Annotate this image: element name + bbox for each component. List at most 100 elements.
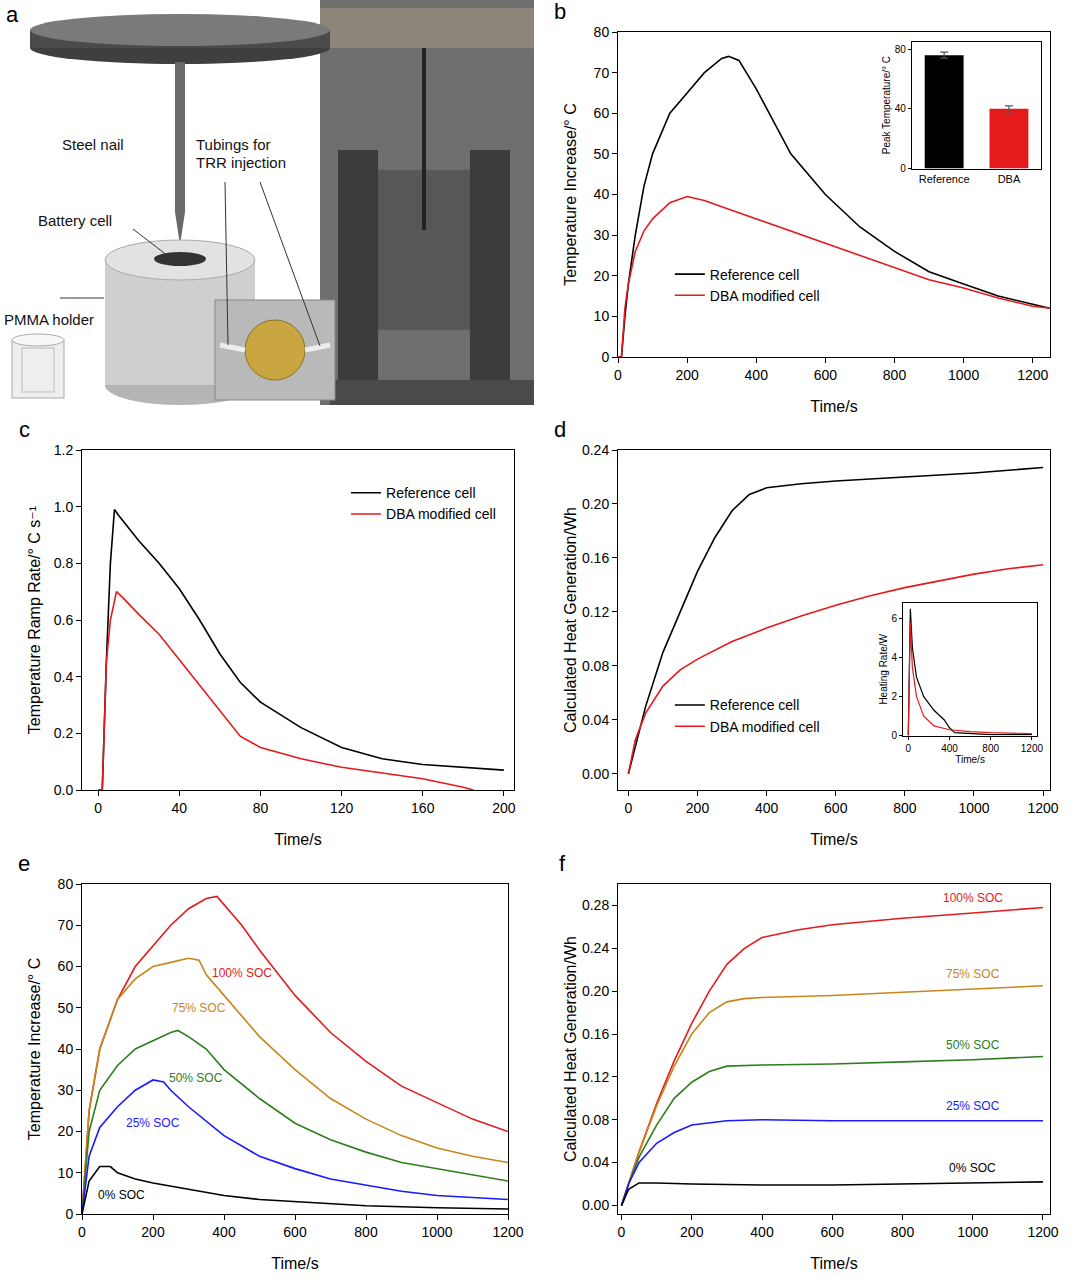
svg-text:800: 800 (982, 743, 999, 754)
svg-text:0: 0 (601, 349, 609, 365)
svg-text:1200: 1200 (1027, 1224, 1058, 1240)
svg-text:1200: 1200 (492, 1224, 523, 1240)
svg-text:0: 0 (624, 800, 632, 816)
svg-text:600: 600 (814, 367, 838, 383)
svg-text:Battery cell: Battery cell (38, 212, 112, 229)
svg-text:Time/s: Time/s (271, 1255, 318, 1272)
svg-text:200: 200 (680, 1224, 704, 1240)
svg-text:30: 30 (58, 1082, 74, 1098)
svg-text:0.4: 0.4 (54, 669, 74, 685)
svg-text:Time/s: Time/s (810, 831, 857, 848)
svg-text:200: 200 (141, 1224, 165, 1240)
svg-text:50: 50 (58, 1000, 74, 1016)
svg-text:0% SOC: 0% SOC (949, 1161, 996, 1175)
svg-text:80: 80 (253, 800, 269, 816)
svg-text:200: 200 (686, 800, 710, 816)
svg-text:Temperature Ramp Rate/° C s⁻¹: Temperature Ramp Rate/° C s⁻¹ (26, 506, 43, 734)
svg-text:200: 200 (492, 800, 516, 816)
svg-text:50: 50 (594, 146, 610, 162)
svg-text:30: 30 (594, 227, 610, 243)
svg-text:DBA modified cell: DBA modified cell (386, 506, 496, 522)
svg-text:1200: 1200 (1028, 800, 1059, 816)
svg-text:0: 0 (65, 1206, 73, 1222)
svg-text:0.16: 0.16 (582, 1026, 609, 1042)
svg-text:0.00: 0.00 (582, 1197, 609, 1213)
svg-text:4: 4 (892, 652, 898, 663)
svg-text:10: 10 (594, 308, 610, 324)
svg-text:2: 2 (892, 691, 898, 702)
svg-text:200: 200 (675, 367, 699, 383)
svg-text:0.00: 0.00 (582, 766, 609, 782)
svg-text:0: 0 (905, 743, 911, 754)
svg-text:0.08: 0.08 (582, 658, 609, 674)
svg-text:25% SOC: 25% SOC (946, 1099, 1000, 1113)
svg-text:600: 600 (283, 1224, 307, 1240)
svg-text:40: 40 (594, 186, 610, 202)
svg-text:600: 600 (821, 1224, 845, 1240)
svg-text:50% SOC: 50% SOC (946, 1038, 1000, 1052)
svg-text:Calculated Heat Generation/Wh: Calculated Heat Generation/Wh (562, 507, 579, 733)
svg-text:40: 40 (895, 103, 907, 114)
svg-text:75% SOC: 75% SOC (946, 967, 1000, 981)
svg-text:0.04: 0.04 (582, 1154, 609, 1170)
svg-text:0: 0 (900, 163, 906, 174)
svg-text:70: 70 (58, 917, 74, 933)
svg-text:50% SOC: 50% SOC (169, 1071, 223, 1085)
svg-text:1000: 1000 (421, 1224, 452, 1240)
svg-text:40: 40 (58, 1041, 74, 1057)
svg-text:1.0: 1.0 (54, 499, 74, 515)
svg-text:Time/s: Time/s (274, 831, 321, 848)
svg-text:80: 80 (895, 44, 907, 55)
svg-text:400: 400 (755, 800, 779, 816)
svg-text:0: 0 (614, 367, 622, 383)
svg-text:400: 400 (212, 1224, 236, 1240)
svg-text:Reference cell: Reference cell (710, 267, 800, 283)
svg-text:b: b (554, 0, 566, 24)
svg-text:Reference: Reference (919, 173, 970, 185)
svg-text:600: 600 (824, 800, 848, 816)
svg-text:60: 60 (594, 105, 610, 121)
svg-text:75% SOC: 75% SOC (172, 1001, 226, 1015)
svg-text:f: f (559, 852, 566, 876)
svg-text:800: 800 (883, 367, 907, 383)
svg-text:0.04: 0.04 (582, 712, 609, 728)
svg-text:40: 40 (172, 800, 188, 816)
svg-text:20: 20 (594, 268, 610, 284)
svg-text:Time/s: Time/s (810, 398, 857, 415)
svg-text:Steel nail: Steel nail (62, 136, 124, 153)
svg-text:DBA modified cell: DBA modified cell (710, 288, 820, 304)
svg-text:120: 120 (330, 800, 354, 816)
svg-text:20: 20 (58, 1123, 74, 1139)
svg-text:Heating Rate/W: Heating Rate/W (878, 633, 889, 704)
svg-text:800: 800 (354, 1224, 378, 1240)
svg-text:DBA: DBA (998, 173, 1021, 185)
svg-text:0.12: 0.12 (582, 1069, 609, 1085)
svg-text:6: 6 (892, 613, 898, 624)
svg-text:0.6: 0.6 (54, 612, 74, 628)
svg-text:100% SOC: 100% SOC (212, 966, 272, 980)
svg-text:0.28: 0.28 (582, 897, 609, 913)
svg-text:60: 60 (58, 958, 74, 974)
svg-text:Reference cell: Reference cell (710, 697, 800, 713)
svg-text:0.08: 0.08 (582, 1112, 609, 1128)
svg-text:0: 0 (78, 1224, 86, 1240)
svg-text:0: 0 (94, 800, 102, 816)
svg-text:d: d (554, 418, 566, 442)
svg-text:0.2: 0.2 (54, 725, 74, 741)
svg-text:10: 10 (58, 1165, 74, 1181)
svg-text:800: 800 (891, 1224, 915, 1240)
svg-text:80: 80 (594, 24, 610, 40)
svg-text:80: 80 (58, 876, 74, 892)
svg-text:Temperature Increase/° C: Temperature Increase/° C (562, 103, 579, 285)
svg-text:400: 400 (745, 367, 769, 383)
svg-text:a: a (6, 2, 19, 27)
svg-text:0.16: 0.16 (582, 550, 609, 566)
svg-text:160: 160 (411, 800, 435, 816)
svg-text:0.0: 0.0 (54, 782, 74, 798)
svg-text:1000: 1000 (948, 367, 979, 383)
svg-text:0.12: 0.12 (582, 604, 609, 620)
svg-text:DBA modified cell: DBA modified cell (710, 719, 820, 735)
svg-text:400: 400 (750, 1224, 774, 1240)
svg-text:1.2: 1.2 (54, 442, 74, 458)
svg-text:0% SOC: 0% SOC (98, 1188, 145, 1202)
